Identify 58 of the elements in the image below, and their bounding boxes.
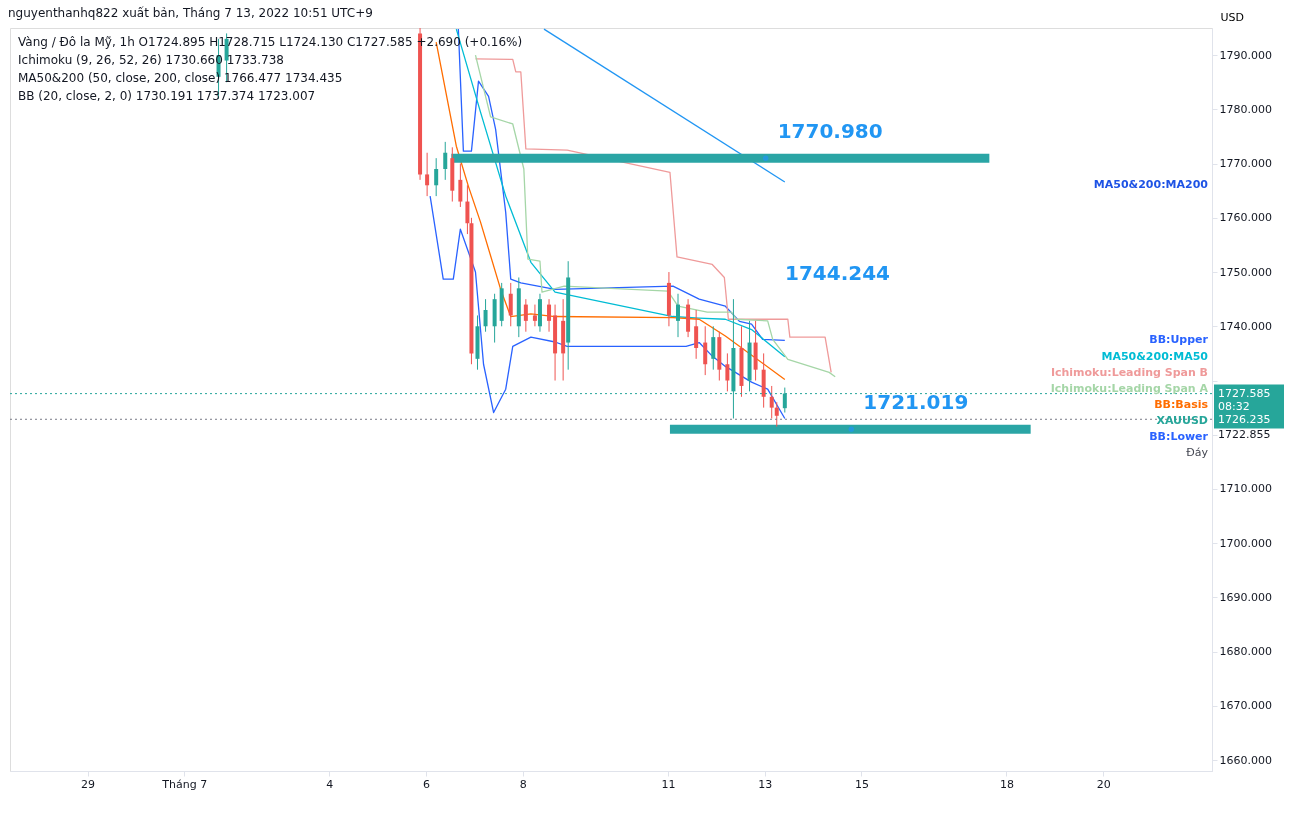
text: BB:Upper [1149, 333, 1209, 347]
candlestick [769, 385, 774, 419]
candlestick [532, 304, 537, 327]
y-axis-title: USD [1220, 10, 1245, 24]
y-tick-label: 1680.000 [1219, 645, 1272, 659]
annotation: XAUUSD [1156, 413, 1208, 427]
annotation: 1721.019 [863, 390, 969, 415]
x-tick-label: 29 [81, 777, 96, 791]
y-tick-label: 1750.000 [1219, 265, 1272, 279]
y-tick-label: 1740.000 [1219, 319, 1272, 333]
ref-line-label: 1722.855 [1218, 428, 1271, 442]
text: 1726.235 [1218, 412, 1271, 426]
x-tick-label: 15 [854, 777, 869, 791]
x-tick-label: 11 [661, 777, 676, 791]
candlestick [523, 298, 528, 333]
y-tick-label: 1690.000 [1219, 590, 1272, 604]
candlestick [703, 325, 708, 376]
candlestick [676, 293, 681, 338]
line-series [429, 195, 786, 420]
candlestick [458, 163, 463, 208]
y-tick-label: 1710.000 [1219, 482, 1272, 496]
x-tick-label: 6 [423, 777, 431, 791]
x-tick-label: 18 [999, 777, 1014, 791]
y-tick-label: 1780.000 [1219, 102, 1272, 116]
candlestick [434, 157, 439, 197]
text: 08:32 [1218, 399, 1250, 413]
text: Ichimoku:Leading Span B [1050, 365, 1208, 379]
x-tick-label: 13 [758, 777, 773, 791]
ref-line-label: 1727.585 [1218, 386, 1271, 400]
annotation: BB (20, close, 2, 0) 1730.191 1737.374 1723.007 [18, 89, 316, 103]
y-tick-label: 1700.000 [1219, 536, 1272, 550]
text: BB:Basis [1154, 397, 1209, 411]
text: BB:Lower [1149, 429, 1209, 443]
candlestick [483, 298, 488, 333]
y-tick-label: 1770.000 [1219, 157, 1272, 171]
text: MA50&200:MA50 [1101, 349, 1209, 363]
annotation: 1770.980 [777, 119, 883, 144]
annotation: MA50&200:MA200 [1093, 178, 1209, 191]
x-tick-label: 4 [326, 777, 334, 791]
candlestick [443, 141, 448, 181]
candlestick [508, 282, 513, 327]
candlestick [547, 298, 552, 333]
annotation: 1744.244 [785, 261, 891, 285]
x-tick-label: 20 [1096, 777, 1111, 791]
candlestick [694, 309, 699, 360]
candlestick [425, 152, 430, 197]
y-tick-label: 1760.000 [1219, 211, 1272, 225]
annotation: Đáy [1186, 445, 1209, 459]
y-tick-label: 1670.000 [1219, 699, 1272, 713]
y-tick-label: 1660.000 [1219, 753, 1272, 767]
candlestick [711, 325, 716, 371]
chart-title: nguyenthanhq822 xuất bản, Tháng 7 13, 2022 10:51 UTC+9 [8, 6, 373, 20]
x-tick-label: Tháng 7 [161, 777, 208, 791]
text: Ichimoku:Leading Span A [1050, 381, 1209, 395]
y-tick-label: 1790.000 [1219, 48, 1272, 62]
x-tick-label: 8 [519, 777, 527, 791]
candlestick [725, 352, 730, 392]
candlestick [774, 401, 779, 428]
